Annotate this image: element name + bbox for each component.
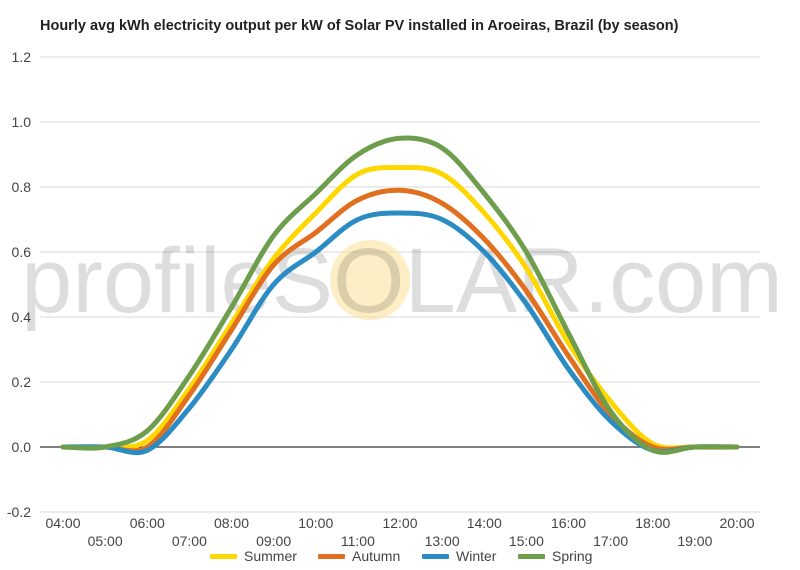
y-tick-label: 0.4 bbox=[12, 309, 32, 325]
x-tick-label: 05:00 bbox=[88, 533, 123, 549]
x-tick-label: 10:00 bbox=[298, 515, 333, 531]
x-tick-label: 17:00 bbox=[593, 533, 628, 549]
legend-swatch bbox=[422, 553, 449, 559]
y-tick-label: 1.0 bbox=[12, 114, 32, 130]
legend-swatch bbox=[518, 553, 545, 559]
legend: Summer Autumn Winter Spring bbox=[0, 548, 800, 570]
legend-item-summer: Summer bbox=[210, 548, 297, 564]
y-tick-label: 0.8 bbox=[12, 179, 32, 195]
x-tick-label: 20:00 bbox=[719, 515, 754, 531]
x-tick-label: 04:00 bbox=[45, 515, 80, 531]
watermark: profileSOLAR.com bbox=[21, 230, 783, 332]
gridlines bbox=[40, 56, 760, 513]
legend-label: Summer bbox=[244, 548, 297, 564]
x-tick-label: 06:00 bbox=[130, 515, 165, 531]
x-tick-label: 13:00 bbox=[425, 533, 460, 549]
x-axis-ticks: 04:00 05:00 06:00 07:00 08:00 09:00 10:00 11:00… bbox=[45, 515, 754, 549]
x-tick-label: 08:00 bbox=[214, 515, 249, 531]
y-tick-label: 0.2 bbox=[12, 374, 32, 390]
legend-swatch bbox=[318, 553, 345, 559]
legend-item-autumn: Autumn bbox=[318, 548, 400, 564]
legend-item-spring: Spring bbox=[518, 548, 592, 564]
legend-item-winter: Winter bbox=[422, 548, 496, 564]
y-tick-label: 1.2 bbox=[12, 49, 32, 65]
x-tick-label: 07:00 bbox=[172, 533, 207, 549]
y-axis-ticks: -0.2 0.0 0.2 0.4 0.6 0.8 1.0 1.2 bbox=[7, 49, 31, 520]
legend-label: Spring bbox=[552, 548, 593, 564]
legend-swatch bbox=[210, 553, 237, 559]
x-tick-label: 09:00 bbox=[256, 533, 291, 549]
x-tick-label: 11:00 bbox=[341, 533, 375, 549]
watermark-text: profileSOLAR.com bbox=[21, 230, 783, 332]
chart-title: Hourly avg kWh electricity output per kW… bbox=[40, 18, 679, 34]
x-tick-label: 15:00 bbox=[509, 533, 544, 549]
watermark-sun-icon bbox=[330, 240, 410, 320]
y-tick-label: 0.0 bbox=[12, 439, 32, 455]
x-tick-label: 16:00 bbox=[551, 515, 586, 531]
x-tick-label: 12:00 bbox=[382, 515, 417, 531]
y-tick-label: -0.2 bbox=[7, 504, 31, 520]
series-lines bbox=[60, 135, 740, 456]
legend-label: Winter bbox=[456, 548, 497, 564]
series-line-summer bbox=[60, 164, 740, 451]
x-tick-label: 14:00 bbox=[467, 515, 502, 531]
series-line-winter bbox=[60, 210, 740, 456]
x-tick-label: 19:00 bbox=[677, 533, 712, 549]
series-line-spring bbox=[60, 135, 740, 455]
x-tick-label: 18:00 bbox=[635, 515, 670, 531]
legend-label: Autumn bbox=[352, 548, 401, 564]
y-tick-label: 0.6 bbox=[12, 244, 32, 260]
